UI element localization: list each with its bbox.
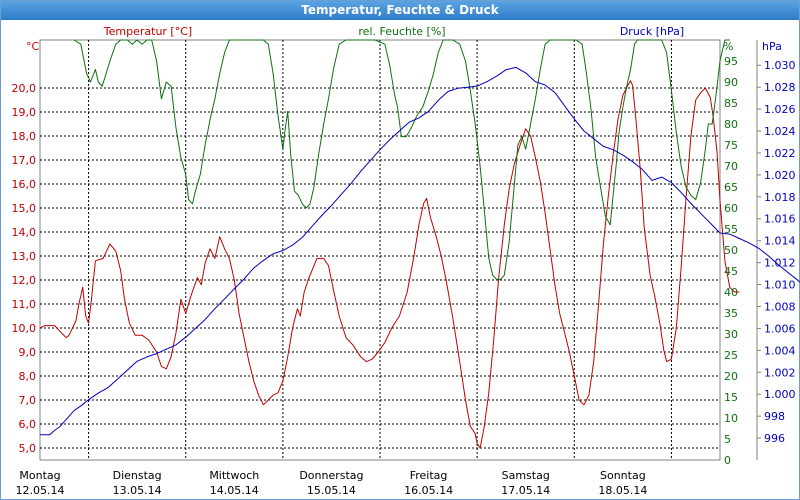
pressure-tick-label: 1.014 (764, 235, 796, 248)
temperature-unit: °C (26, 40, 40, 53)
humidity-tick-label: 15 (724, 391, 738, 404)
pressure-tick-label: 1.024 (764, 125, 796, 138)
day-label: Mittwoch (209, 469, 259, 482)
series-lines (39, 39, 800, 449)
humidity-tick-label: 70 (724, 160, 738, 173)
humidity-tick-label: 85 (724, 97, 738, 110)
humidity-tick-label: 40 (724, 286, 738, 299)
pressure-tick-label: 998 (764, 410, 785, 423)
temperature-tick-label: 15,0 (12, 202, 37, 215)
humidity-tick-label: 35 (724, 307, 738, 320)
humidity-line (73, 39, 730, 280)
date-label: 17.05.14 (501, 484, 550, 497)
temperature-line (39, 80, 740, 449)
temperature-tick-label: 10,0 (12, 322, 37, 335)
pressure-tick-label: 1.012 (764, 257, 796, 270)
temperature-tick-label: 19,0 (12, 106, 37, 119)
pressure-tick-label: 1.008 (764, 300, 796, 313)
day-label: Montag (19, 469, 60, 482)
humidity-axis-label: rel. Feuchte [%] (358, 25, 445, 38)
pressure-tick-label: 1.026 (764, 103, 796, 116)
pressure-tick-label: 1.004 (764, 344, 796, 357)
pressure-axis: 996 998 1.000 1.002 1.004 1.006 1.008 1.010 1.01… (756, 40, 796, 460)
humidity-tick-label: 95 (724, 55, 738, 68)
date-label: 12.05.14 (16, 484, 65, 497)
date-label: 13.05.14 (113, 484, 162, 497)
date-label: 16.05.14 (404, 484, 453, 497)
humidity-unit: % (723, 40, 733, 53)
pressure-tick-label: 1.016 (764, 213, 796, 226)
humidity-tick-label: 0 (724, 454, 731, 467)
pressure-tick-label: 1.000 (764, 388, 796, 401)
humidity-tick-label: 55 (724, 223, 738, 236)
temperature-tick-label: 7,0 (19, 394, 37, 407)
humidity-tick-label: 75 (724, 139, 738, 152)
temperature-tick-label: 12,0 (12, 274, 37, 287)
grid (39, 39, 721, 461)
temperature-tick-label: 14,0 (12, 226, 37, 239)
temperature-tick-label: 16,0 (12, 178, 37, 191)
temperature-tick-label: 5,0 (19, 442, 37, 455)
pressure-tick-label: 1.002 (764, 366, 796, 379)
temperature-tick-label: 17,0 (12, 154, 37, 167)
pressure-unit: hPa (762, 40, 782, 53)
pressure-tick-label: 1.030 (764, 59, 796, 72)
pressure-tick-label: 1.018 (764, 191, 796, 204)
humidity-tick-label: 20 (724, 370, 738, 383)
humidity-tick-label: 80 (724, 118, 738, 131)
temperature-tick-label: 8,0 (19, 370, 37, 383)
date-label: 18.05.14 (598, 484, 647, 497)
pressure-tick-label: 1.022 (764, 147, 796, 160)
pressure-tick-label: 1.020 (764, 169, 796, 182)
day-label: Samstag (502, 469, 550, 482)
humidity-tick-label: 65 (724, 181, 738, 194)
temperature-axis-label: Temperatur [°C] (103, 25, 192, 38)
pressure-tick-label: 996 (764, 432, 785, 445)
humidity-tick-label: 25 (724, 349, 738, 362)
day-axis: Montag 12.05.14 Dienstag 13.05.14 Mittwoch 14… (16, 469, 648, 497)
temperature-tick-label: 6,0 (19, 418, 37, 431)
temperature-tick-label: 20,0 (12, 82, 37, 95)
day-label: Dienstag (113, 469, 162, 482)
pressure-line (40, 66, 800, 436)
temperature-axis: 5,0 6,0 7,0 8,0 9,0 10,0 11,0 12,0 13,0 14,0 15,0 1… (12, 82, 37, 455)
temperature-tick-label: 9,0 (19, 346, 37, 359)
pressure-tick-label: 1.006 (764, 322, 796, 335)
humidity-tick-label: 30 (724, 328, 738, 341)
humidity-tick-label: 60 (724, 202, 738, 215)
humidity-tick-label: 90 (724, 76, 738, 89)
window-title: Temperatur, Feuchte & Druck (1, 1, 799, 20)
humidity-tick-label: 50 (724, 244, 738, 257)
pressure-tick-label: 1.010 (764, 279, 796, 292)
date-label: 15.05.14 (307, 484, 356, 497)
pressure-tick-label: 1.028 (764, 81, 796, 94)
day-label: Donnerstag (299, 469, 363, 482)
date-label: 14.05.14 (210, 484, 259, 497)
temperature-tick-label: 13,0 (12, 250, 37, 263)
temperature-tick-label: 11,0 (12, 298, 37, 311)
day-label: Sonntag (600, 469, 646, 482)
pressure-axis-label: Druck [hPa] (620, 25, 684, 38)
humidity-tick-label: 5 (724, 433, 731, 446)
temperature-tick-label: 18,0 (12, 130, 37, 143)
day-label: Freitag (410, 469, 448, 482)
humidity-tick-label: 10 (724, 412, 738, 425)
